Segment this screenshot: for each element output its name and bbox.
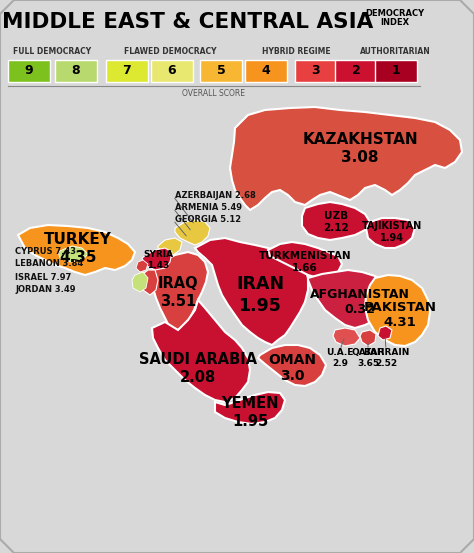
Polygon shape xyxy=(215,392,285,424)
FancyBboxPatch shape xyxy=(200,60,242,82)
Polygon shape xyxy=(152,252,208,330)
Text: SYRIA
1.43: SYRIA 1.43 xyxy=(143,250,173,270)
FancyBboxPatch shape xyxy=(55,60,97,82)
Text: PAKISTAN
4.31: PAKISTAN 4.31 xyxy=(364,301,437,329)
Polygon shape xyxy=(360,330,376,346)
Text: FLAWED DEMOCRACY: FLAWED DEMOCRACY xyxy=(124,48,216,56)
Text: 1: 1 xyxy=(392,65,401,77)
Text: TURKMENISTAN
1.66: TURKMENISTAN 1.66 xyxy=(259,251,351,273)
FancyBboxPatch shape xyxy=(106,60,148,82)
Text: OVERALL SCORE: OVERALL SCORE xyxy=(182,88,246,97)
Text: 2: 2 xyxy=(352,65,360,77)
Polygon shape xyxy=(365,275,430,346)
Polygon shape xyxy=(136,260,148,272)
FancyBboxPatch shape xyxy=(151,60,193,82)
Polygon shape xyxy=(158,238,182,255)
Polygon shape xyxy=(308,270,390,328)
Text: CYPRUS 7.43: CYPRUS 7.43 xyxy=(15,248,76,257)
Polygon shape xyxy=(378,326,392,340)
Text: 7: 7 xyxy=(123,65,131,77)
Polygon shape xyxy=(58,246,88,262)
Text: HYBRID REGIME: HYBRID REGIME xyxy=(262,48,330,56)
Text: 3: 3 xyxy=(312,65,320,77)
Text: FULL DEMOCRACY: FULL DEMOCRACY xyxy=(13,48,91,56)
FancyBboxPatch shape xyxy=(335,60,377,82)
FancyBboxPatch shape xyxy=(245,60,287,82)
Text: KAZAKHSTAN
3.08: KAZAKHSTAN 3.08 xyxy=(302,132,418,164)
Text: MIDDLE EAST & CENTRAL ASIA: MIDDLE EAST & CENTRAL ASIA xyxy=(2,12,374,32)
Text: GEORGIA 5.12: GEORGIA 5.12 xyxy=(175,216,241,225)
Polygon shape xyxy=(142,248,172,270)
Text: AZERBAIJAN 2.68: AZERBAIJAN 2.68 xyxy=(175,191,256,201)
Text: JORDAN 3.49: JORDAN 3.49 xyxy=(15,285,75,295)
Text: TURKEY
4.35: TURKEY 4.35 xyxy=(44,232,112,264)
Text: U.A.E
2.9: U.A.E 2.9 xyxy=(326,348,354,368)
Text: TAJIKISTAN
1.94: TAJIKISTAN 1.94 xyxy=(362,221,422,243)
Polygon shape xyxy=(140,270,158,295)
Text: OMAN
3.0: OMAN 3.0 xyxy=(268,353,316,383)
Polygon shape xyxy=(258,345,326,386)
Text: YEMEN
1.95: YEMEN 1.95 xyxy=(221,397,279,430)
Polygon shape xyxy=(18,225,135,275)
Text: BAHRAIN
2.52: BAHRAIN 2.52 xyxy=(363,348,409,368)
Text: IRAQ
3.51: IRAQ 3.51 xyxy=(158,275,198,309)
Text: ISRAEL 7.97: ISRAEL 7.97 xyxy=(15,274,71,283)
Polygon shape xyxy=(230,107,462,210)
Text: QATAR
3.65: QATAR 3.65 xyxy=(351,348,385,368)
FancyBboxPatch shape xyxy=(8,60,50,82)
Polygon shape xyxy=(268,242,342,278)
Text: UZB
2.12: UZB 2.12 xyxy=(323,211,349,233)
Polygon shape xyxy=(195,238,308,345)
Text: 5: 5 xyxy=(217,65,225,77)
Text: 8: 8 xyxy=(72,65,80,77)
FancyBboxPatch shape xyxy=(295,60,337,82)
Text: 4: 4 xyxy=(262,65,270,77)
Text: 9: 9 xyxy=(25,65,33,77)
Text: AFGHANISTAN
0.32: AFGHANISTAN 0.32 xyxy=(310,288,410,316)
Text: LEBANON 3.84: LEBANON 3.84 xyxy=(15,259,83,269)
Text: AUTHORITARIAN: AUTHORITARIAN xyxy=(360,48,430,56)
Polygon shape xyxy=(152,300,250,402)
FancyBboxPatch shape xyxy=(375,60,417,82)
Text: IRAN
1.95: IRAN 1.95 xyxy=(236,275,284,315)
Text: ARMENIA 5.49: ARMENIA 5.49 xyxy=(175,204,242,212)
Text: 6: 6 xyxy=(168,65,176,77)
Text: SAUDI ARABIA
2.08: SAUDI ARABIA 2.08 xyxy=(139,352,257,384)
Text: DEMOCRACY
INDEX: DEMOCRACY INDEX xyxy=(365,9,425,27)
Polygon shape xyxy=(175,220,210,245)
Polygon shape xyxy=(132,272,148,292)
Polygon shape xyxy=(333,328,360,346)
Polygon shape xyxy=(302,202,370,240)
Polygon shape xyxy=(366,218,415,248)
